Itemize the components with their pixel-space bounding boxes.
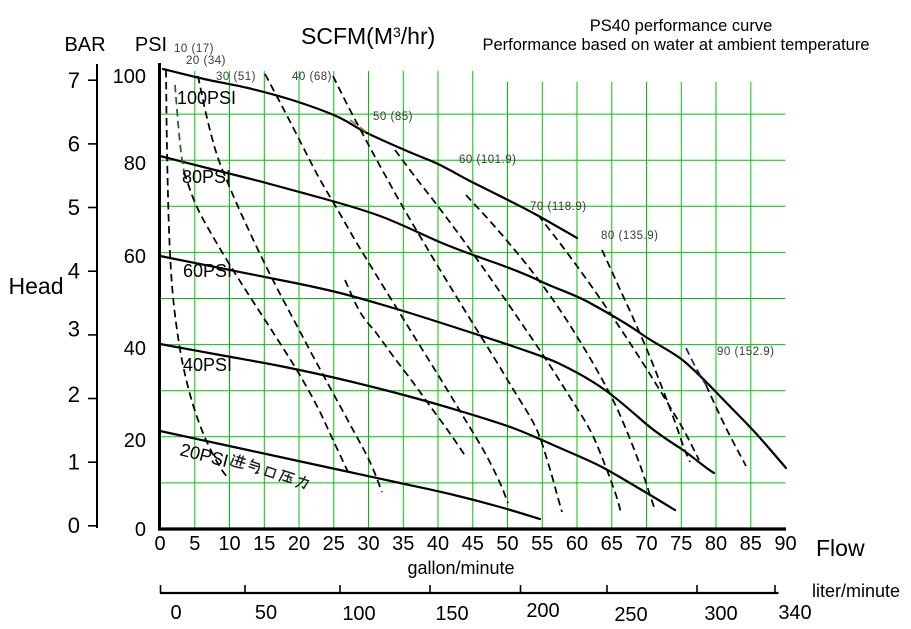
svg-text:60PSI: 60PSI [183, 261, 232, 281]
svg-text:gallon/minute: gallon/minute [407, 558, 514, 578]
svg-text:250: 250 [614, 604, 647, 626]
svg-text:40PSI: 40PSI [183, 355, 232, 375]
svg-text:liter/minute: liter/minute [812, 581, 900, 601]
svg-text:80: 80 [124, 153, 146, 175]
svg-text:15: 15 [253, 533, 275, 555]
svg-text:20 (34): 20 (34) [186, 55, 226, 67]
svg-text:100: 100 [342, 603, 375, 625]
svg-text:0: 0 [170, 602, 181, 624]
svg-text:50 (85): 50 (85) [373, 111, 413, 123]
svg-text:65: 65 [601, 533, 623, 555]
svg-text:2: 2 [68, 382, 80, 407]
svg-text:55: 55 [531, 533, 553, 555]
svg-text:45: 45 [462, 533, 484, 555]
svg-text:20: 20 [124, 430, 146, 452]
svg-text:PS40 performance curve: PS40 performance curve [590, 17, 773, 35]
svg-text:SCFM(M3/hr): SCFM(M3/hr) [301, 23, 435, 49]
svg-text:100PSI: 100PSI [177, 88, 236, 108]
svg-text:300: 300 [704, 603, 737, 625]
svg-text:Head: Head [9, 273, 64, 299]
svg-text:0: 0 [135, 519, 146, 541]
svg-text:85: 85 [740, 533, 762, 555]
svg-text:340: 340 [778, 602, 811, 624]
svg-text:60: 60 [566, 533, 588, 555]
svg-text:3: 3 [68, 317, 80, 342]
svg-text:6: 6 [68, 132, 80, 157]
svg-text:0: 0 [68, 513, 80, 538]
svg-text:100: 100 [113, 66, 146, 88]
svg-text:70: 70 [635, 533, 657, 555]
svg-text:35: 35 [392, 533, 414, 555]
svg-text:40: 40 [427, 533, 449, 555]
svg-text:80: 80 [705, 533, 727, 555]
svg-text:Flow: Flow [816, 535, 865, 561]
svg-text:75: 75 [670, 533, 692, 555]
svg-text:70 (118.9): 70 (118.9) [530, 201, 587, 213]
svg-text:30: 30 [357, 533, 379, 555]
svg-text:Performance based on water at: Performance based on water at ambient te… [482, 36, 869, 54]
svg-text:60: 60 [124, 246, 146, 268]
svg-text:40: 40 [124, 338, 146, 360]
svg-text:10: 10 [218, 533, 240, 555]
svg-text:5: 5 [189, 533, 200, 555]
svg-text:60 (101.9): 60 (101.9) [459, 154, 516, 166]
svg-text:200: 200 [526, 600, 559, 622]
svg-text:10 (17): 10 (17) [174, 43, 214, 55]
svg-text:4: 4 [68, 259, 80, 284]
svg-text:0: 0 [154, 533, 165, 555]
svg-text:20: 20 [288, 533, 310, 555]
svg-text:150: 150 [435, 603, 468, 625]
svg-text:BAR: BAR [64, 34, 105, 56]
svg-text:PSI: PSI [135, 34, 167, 56]
svg-text:80 (135.9): 80 (135.9) [601, 230, 658, 242]
svg-text:1: 1 [68, 450, 80, 475]
svg-text:40 (68): 40 (68) [292, 71, 332, 83]
svg-text:30 (51): 30 (51) [216, 71, 256, 83]
svg-text:7: 7 [68, 68, 80, 93]
svg-text:50: 50 [255, 602, 277, 624]
svg-text:90: 90 [774, 533, 796, 555]
svg-text:80PSI: 80PSI [182, 167, 231, 187]
svg-text:50: 50 [496, 533, 518, 555]
svg-text:25: 25 [323, 533, 345, 555]
svg-text:5: 5 [68, 195, 80, 220]
svg-text:90 (152.9): 90 (152.9) [717, 346, 774, 358]
